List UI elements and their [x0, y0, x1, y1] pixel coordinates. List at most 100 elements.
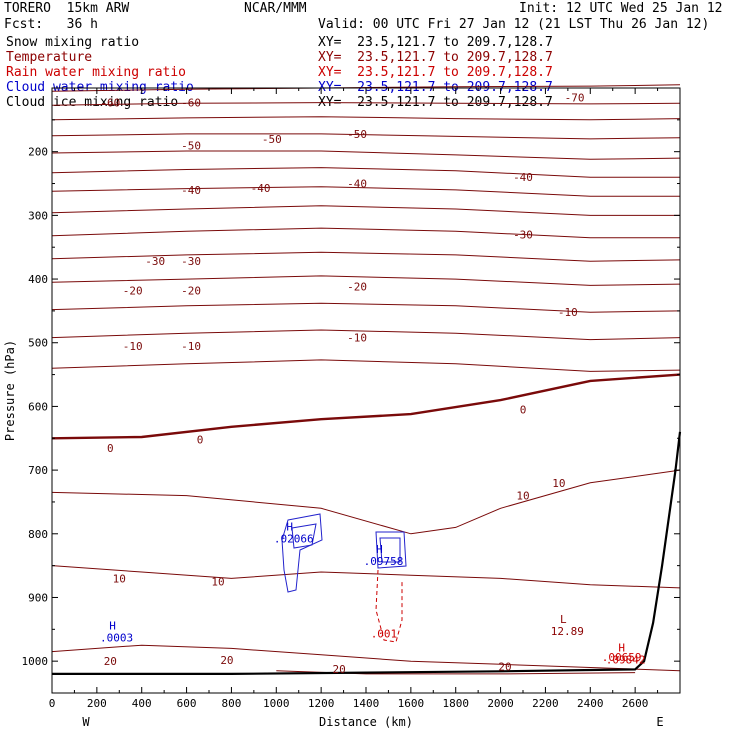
contour-label: -30 [145, 255, 165, 268]
init-time: Init: 12 UTC Wed 25 Jan 12 [519, 1, 723, 16]
x-tick-label: 2600 [622, 697, 649, 710]
contour-label: 0 [197, 434, 204, 447]
extremum-value: .0003 [100, 631, 133, 644]
contour-label: -20 [347, 281, 367, 294]
x-tick-label: 1400 [353, 697, 380, 710]
contour-label: -40 [347, 178, 367, 191]
field-xy-cloud-ice: XY= 23.5,121.7 to 209.7,128.7 [318, 95, 553, 110]
contour-label: 0 [520, 404, 527, 417]
extremum-symbol: H [109, 619, 116, 632]
valid-time: Valid: 00 UTC Fri 27 Jan 12 (21 LST Thu … [318, 17, 710, 32]
isotherm--50 [51, 133, 681, 140]
rain-water-contour [375, 569, 403, 643]
rain-label: .00659 [602, 651, 642, 664]
field-label-snow: Snow mixing ratio [6, 35, 140, 50]
y-tick-label: 400 [28, 273, 48, 286]
cloud-water-contour [281, 513, 323, 593]
contour-label: 10 [516, 490, 529, 503]
contour-label: 20 [332, 663, 345, 676]
y-tick-label: 800 [28, 528, 48, 541]
extremum-symbol: H [286, 521, 293, 534]
x-tick-label: 2200 [532, 697, 559, 710]
contour-label: 20 [104, 655, 117, 668]
x-tick-label: 800 [221, 697, 241, 710]
extremum-value: 12.89 [551, 625, 584, 638]
contour-label: -10 [347, 332, 367, 345]
contour-label: -50 [347, 128, 367, 141]
isotherm--10 [51, 302, 681, 313]
isotherm-10 [51, 565, 681, 589]
isotherm-0 [51, 373, 681, 440]
isotherm--60 [51, 102, 681, 106]
x-tick-label: 200 [87, 697, 107, 710]
x-axis-label: Distance (km) [319, 715, 413, 729]
contour-label: -40 [513, 171, 533, 184]
cloud-water-contour-2 [375, 531, 407, 569]
contour-label: 0 [107, 442, 114, 455]
contour-label: -60 [181, 97, 201, 110]
y-tick-label: 600 [28, 400, 48, 413]
rain-label: .001 [371, 628, 398, 641]
isotherm-10 [51, 469, 681, 535]
field-xy-snow: XY= 23.5,121.7 to 209.7,128.7 [318, 35, 553, 50]
cloud-water-contour-inner [291, 523, 317, 549]
contour-label: -70 [565, 92, 585, 105]
contour-label: -10 [123, 340, 143, 353]
x-tick-label: 0 [49, 697, 56, 710]
extremum-value: .09842 [606, 654, 646, 667]
contour-label: -40 [181, 184, 201, 197]
contour-label: 10 [113, 572, 126, 585]
isotherm--50 [51, 150, 681, 160]
x-tick-label: 1600 [398, 697, 425, 710]
center-title: NCAR/MMM [244, 1, 307, 16]
isotherm-20 [51, 644, 681, 672]
isotherm--20 [51, 275, 681, 286]
field-label-rain: Rain water mixing ratio [6, 65, 187, 80]
isotherm--10 [51, 359, 681, 372]
y-axis-label: Pressure (hPa) [3, 340, 17, 441]
contour-label: -10 [181, 340, 201, 353]
x-tick-label: 1800 [442, 697, 469, 710]
isotherm--60 [51, 116, 681, 121]
isotherm--40 [51, 167, 680, 178]
field-xy-temperature: XY= 23.5,121.7 to 209.7,128.7 [318, 50, 553, 65]
contour-label: -50 [262, 133, 282, 146]
x-tick-label: 2000 [487, 697, 514, 710]
terrain-line [52, 431, 682, 675]
x-tick-label: 2400 [577, 697, 604, 710]
x-tick-label: 400 [132, 697, 152, 710]
field-label-cloud-ice: Cloud ice mixing ratio [6, 95, 179, 110]
contour-label: -50 [181, 139, 201, 152]
extremum-symbol: L [560, 613, 567, 626]
x-tick-label: 600 [177, 697, 197, 710]
contour-label: -60 [100, 97, 120, 110]
cloud-water-contour-2-inner [379, 537, 401, 563]
forecast-hour: Fcst: 36 h [4, 17, 98, 32]
contour-label: -40 [251, 182, 271, 195]
x-tick-label: 1200 [308, 697, 335, 710]
isotherm--20 [51, 251, 681, 262]
east-label: E [656, 715, 663, 729]
contour-label: 10 [552, 477, 565, 490]
extremum-value: .02066 [274, 533, 314, 546]
field-label-temperature: Temperature [6, 50, 93, 65]
contour-label: -20 [123, 285, 143, 298]
model-title: TORERO 15km ARW [4, 1, 130, 16]
contour-label: -30 [181, 255, 201, 268]
contour-label: -10 [558, 306, 578, 319]
y-tick-label: 500 [28, 337, 48, 350]
contour-label: -30 [513, 228, 533, 241]
contour-label: 20 [498, 660, 511, 673]
west-label: W [82, 715, 90, 729]
contour-label: -20 [181, 285, 201, 298]
contour-label: 20 [220, 654, 233, 667]
contour-label: 10 [211, 576, 224, 589]
extremum-value: .09758 [364, 555, 404, 568]
isotherm--40 [51, 186, 680, 197]
extremum-symbol: H [618, 642, 625, 655]
y-tick-label: 200 [28, 146, 48, 159]
field-xy-rain: XY= 23.5,121.7 to 209.7,128.7 [318, 65, 553, 80]
isotherm--30 [51, 205, 680, 216]
isotherm--30 [51, 227, 680, 239]
y-tick-label: 700 [28, 464, 48, 477]
